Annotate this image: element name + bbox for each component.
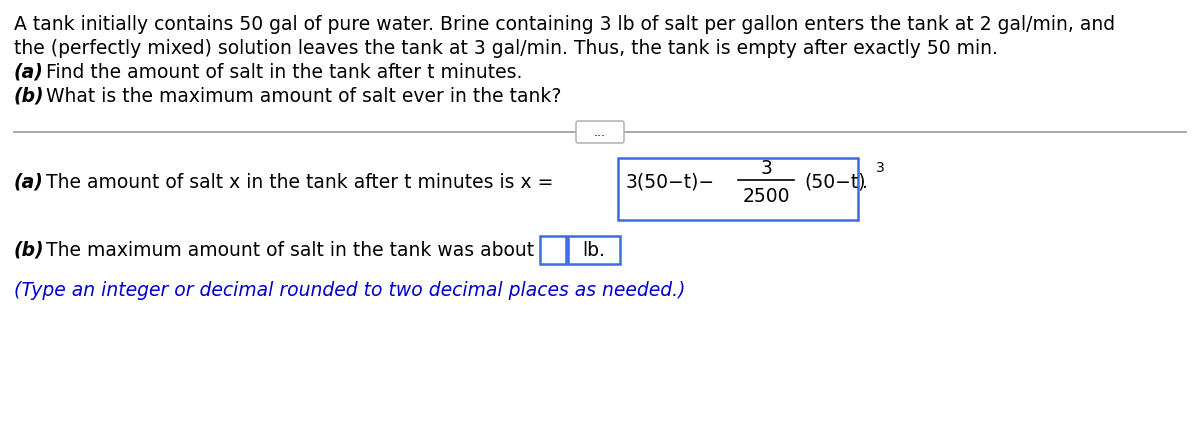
Text: 3: 3: [760, 158, 772, 178]
Text: The amount of salt x in the tank after t minutes is x =: The amount of salt x in the tank after t…: [46, 173, 553, 191]
Text: ...: ...: [594, 125, 606, 138]
Text: The maximum amount of salt in the tank was about: The maximum amount of salt in the tank w…: [46, 240, 534, 259]
Text: (a): (a): [14, 63, 44, 82]
Text: (50−t): (50−t): [804, 173, 865, 191]
FancyBboxPatch shape: [568, 236, 620, 264]
Text: .: .: [862, 173, 868, 191]
Text: 2500: 2500: [743, 187, 790, 206]
Text: Find the amount of salt in the tank after t minutes.: Find the amount of salt in the tank afte…: [46, 63, 522, 82]
Text: What is the maximum amount of salt ever in the tank?: What is the maximum amount of salt ever …: [46, 87, 562, 106]
Text: lb.: lb.: [582, 240, 606, 259]
Text: (b): (b): [14, 87, 44, 106]
Text: 3: 3: [876, 161, 884, 175]
Text: (b): (b): [14, 240, 44, 259]
Text: A tank initially contains 50 gal of pure water. Brine containing 3 lb of salt pe: A tank initially contains 50 gal of pure…: [14, 15, 1115, 34]
FancyBboxPatch shape: [576, 121, 624, 143]
Text: (a): (a): [14, 173, 44, 191]
Text: the (perfectly mixed) solution leaves the tank at 3 gal/min. Thus, the tank is e: the (perfectly mixed) solution leaves th…: [14, 39, 998, 58]
Text: (Type an integer or decimal rounded to two decimal places as needed.): (Type an integer or decimal rounded to t…: [14, 280, 685, 299]
FancyBboxPatch shape: [540, 236, 566, 264]
Text: 3(50−t)−: 3(50−t)−: [626, 173, 715, 191]
FancyBboxPatch shape: [618, 158, 858, 220]
